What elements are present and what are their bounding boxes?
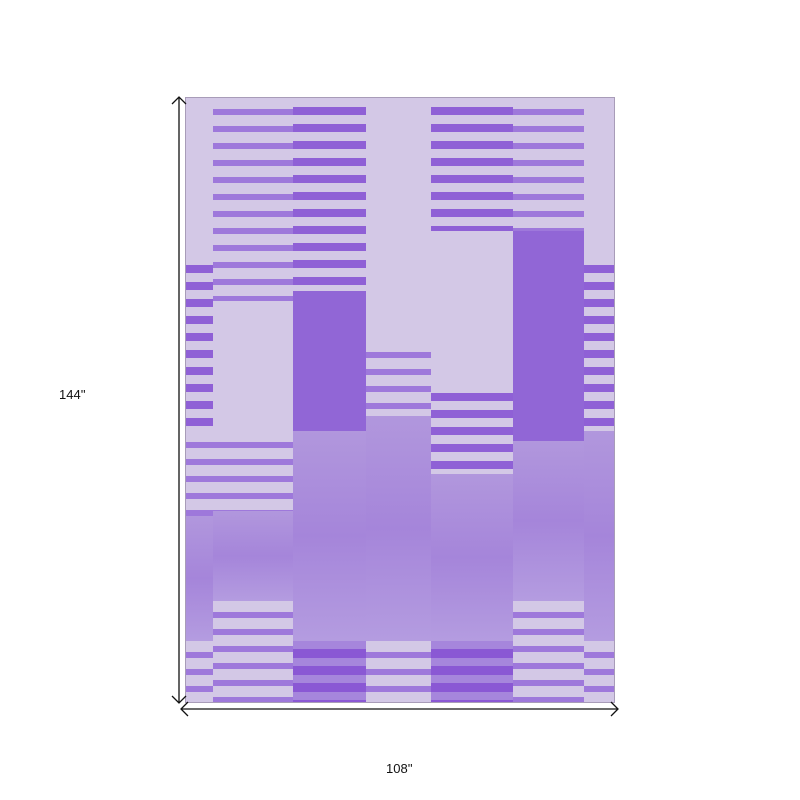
rug-block bbox=[186, 431, 213, 516]
rug-block bbox=[584, 641, 614, 702]
rug-block bbox=[366, 641, 431, 702]
rug-block bbox=[513, 601, 584, 702]
rug-block bbox=[513, 231, 584, 441]
rug-block bbox=[366, 341, 431, 416]
rug-block bbox=[584, 256, 614, 431]
rug-block bbox=[186, 641, 213, 702]
rug-block bbox=[431, 98, 513, 231]
height-label: 144'' bbox=[59, 387, 86, 402]
width-label: 108'' bbox=[386, 761, 413, 776]
rug-block bbox=[213, 601, 293, 702]
rug-block bbox=[186, 516, 213, 641]
rug-block bbox=[186, 98, 213, 256]
rug-block bbox=[513, 441, 584, 601]
rug-block bbox=[431, 474, 513, 641]
rug-block bbox=[431, 384, 513, 474]
rug-block bbox=[584, 431, 614, 641]
rug-block bbox=[366, 98, 431, 341]
rug-block bbox=[293, 641, 366, 702]
height-arrow-icon bbox=[171, 96, 187, 704]
rug-block bbox=[213, 98, 293, 301]
width-arrow-icon bbox=[180, 701, 619, 717]
rug-image bbox=[185, 97, 615, 703]
rug-block bbox=[293, 98, 366, 291]
rug-block bbox=[213, 301, 293, 431]
rug-block bbox=[213, 431, 293, 511]
rug-block bbox=[293, 291, 366, 431]
rug-block bbox=[293, 431, 366, 641]
rug-block bbox=[366, 416, 431, 641]
rug-block bbox=[584, 98, 614, 256]
rug-block bbox=[513, 98, 584, 231]
rug-block bbox=[431, 641, 513, 702]
rug-block bbox=[213, 511, 293, 601]
rug-block bbox=[431, 231, 513, 384]
rug-block bbox=[186, 256, 213, 431]
